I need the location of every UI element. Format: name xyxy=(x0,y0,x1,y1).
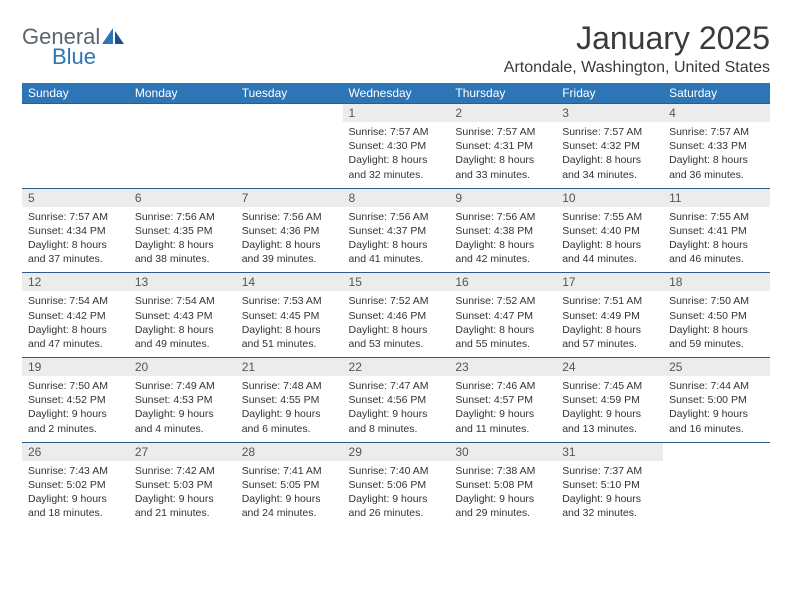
daynum-row: 567891011 xyxy=(22,188,770,207)
day-number-cell: 13 xyxy=(129,273,236,292)
day-number-cell: 17 xyxy=(556,273,663,292)
day-number-cell: 1 xyxy=(343,104,450,123)
day-content-cell: Sunrise: 7:42 AMSunset: 5:03 PMDaylight:… xyxy=(129,461,236,527)
day-number-cell: 3 xyxy=(556,104,663,123)
day-number-cell: 14 xyxy=(236,273,343,292)
day-content-cell: Sunrise: 7:47 AMSunset: 4:56 PMDaylight:… xyxy=(343,376,450,442)
day-number-cell: 22 xyxy=(343,358,450,377)
day-number-cell xyxy=(236,104,343,123)
day-content-cell: Sunrise: 7:52 AMSunset: 4:46 PMDaylight:… xyxy=(343,291,450,357)
day-number-cell: 2 xyxy=(449,104,556,123)
sail-icon xyxy=(102,28,126,46)
day-content-cell: Sunrise: 7:44 AMSunset: 5:00 PMDaylight:… xyxy=(663,376,770,442)
day-number-cell: 16 xyxy=(449,273,556,292)
day-content-cell: Sunrise: 7:57 AMSunset: 4:30 PMDaylight:… xyxy=(343,122,450,188)
day-content-cell: Sunrise: 7:54 AMSunset: 4:43 PMDaylight:… xyxy=(129,291,236,357)
header: General Blue January 2025 Artondale, Was… xyxy=(22,20,770,77)
day-number-cell: 21 xyxy=(236,358,343,377)
month-title: January 2025 xyxy=(504,20,770,57)
day-number-cell: 20 xyxy=(129,358,236,377)
day-number-cell: 6 xyxy=(129,188,236,207)
day-header: Tuesday xyxy=(236,83,343,104)
day-number-cell: 4 xyxy=(663,104,770,123)
day-number-cell xyxy=(129,104,236,123)
day-content-cell xyxy=(129,122,236,188)
calendar-table: SundayMondayTuesdayWednesdayThursdayFrid… xyxy=(22,83,770,527)
day-content-cell: Sunrise: 7:52 AMSunset: 4:47 PMDaylight:… xyxy=(449,291,556,357)
day-number-cell: 10 xyxy=(556,188,663,207)
day-number-cell: 26 xyxy=(22,442,129,461)
day-number-cell: 7 xyxy=(236,188,343,207)
day-number-cell: 18 xyxy=(663,273,770,292)
day-content-cell: Sunrise: 7:56 AMSunset: 4:37 PMDaylight:… xyxy=(343,207,450,273)
day-header: Wednesday xyxy=(343,83,450,104)
content-row: Sunrise: 7:57 AMSunset: 4:30 PMDaylight:… xyxy=(22,122,770,188)
day-number-cell: 12 xyxy=(22,273,129,292)
day-content-cell: Sunrise: 7:48 AMSunset: 4:55 PMDaylight:… xyxy=(236,376,343,442)
day-content-cell: Sunrise: 7:50 AMSunset: 4:50 PMDaylight:… xyxy=(663,291,770,357)
day-header-row: SundayMondayTuesdayWednesdayThursdayFrid… xyxy=(22,83,770,104)
day-content-cell xyxy=(236,122,343,188)
day-content-cell: Sunrise: 7:46 AMSunset: 4:57 PMDaylight:… xyxy=(449,376,556,442)
day-number-cell: 25 xyxy=(663,358,770,377)
day-content-cell: Sunrise: 7:53 AMSunset: 4:45 PMDaylight:… xyxy=(236,291,343,357)
day-number-cell: 15 xyxy=(343,273,450,292)
day-header: Monday xyxy=(129,83,236,104)
day-content-cell: Sunrise: 7:38 AMSunset: 5:08 PMDaylight:… xyxy=(449,461,556,527)
day-content-cell: Sunrise: 7:37 AMSunset: 5:10 PMDaylight:… xyxy=(556,461,663,527)
day-number-cell: 8 xyxy=(343,188,450,207)
day-number-cell: 23 xyxy=(449,358,556,377)
day-number-cell xyxy=(663,442,770,461)
logo: General Blue xyxy=(22,26,126,68)
title-block: January 2025 Artondale, Washington, Unit… xyxy=(504,20,770,77)
day-number-cell: 19 xyxy=(22,358,129,377)
day-number-cell: 9 xyxy=(449,188,556,207)
day-header: Thursday xyxy=(449,83,556,104)
day-number-cell xyxy=(22,104,129,123)
day-content-cell: Sunrise: 7:50 AMSunset: 4:52 PMDaylight:… xyxy=(22,376,129,442)
day-content-cell xyxy=(22,122,129,188)
day-header: Saturday xyxy=(663,83,770,104)
day-content-cell: Sunrise: 7:57 AMSunset: 4:31 PMDaylight:… xyxy=(449,122,556,188)
day-content-cell: Sunrise: 7:45 AMSunset: 4:59 PMDaylight:… xyxy=(556,376,663,442)
day-content-cell: Sunrise: 7:57 AMSunset: 4:34 PMDaylight:… xyxy=(22,207,129,273)
location: Artondale, Washington, United States xyxy=(504,59,770,77)
day-number-cell: 27 xyxy=(129,442,236,461)
content-row: Sunrise: 7:43 AMSunset: 5:02 PMDaylight:… xyxy=(22,461,770,527)
day-content-cell: Sunrise: 7:40 AMSunset: 5:06 PMDaylight:… xyxy=(343,461,450,527)
day-content-cell: Sunrise: 7:41 AMSunset: 5:05 PMDaylight:… xyxy=(236,461,343,527)
logo-bottom: Blue xyxy=(52,46,100,68)
day-content-cell: Sunrise: 7:51 AMSunset: 4:49 PMDaylight:… xyxy=(556,291,663,357)
day-number-cell: 24 xyxy=(556,358,663,377)
day-content-cell: Sunrise: 7:49 AMSunset: 4:53 PMDaylight:… xyxy=(129,376,236,442)
day-content-cell xyxy=(663,461,770,527)
daynum-row: 1234 xyxy=(22,104,770,123)
day-header: Sunday xyxy=(22,83,129,104)
day-content-cell: Sunrise: 7:56 AMSunset: 4:36 PMDaylight:… xyxy=(236,207,343,273)
day-number-cell: 11 xyxy=(663,188,770,207)
day-content-cell: Sunrise: 7:57 AMSunset: 4:32 PMDaylight:… xyxy=(556,122,663,188)
day-number-cell: 5 xyxy=(22,188,129,207)
content-row: Sunrise: 7:57 AMSunset: 4:34 PMDaylight:… xyxy=(22,207,770,273)
calendar-head: SundayMondayTuesdayWednesdayThursdayFrid… xyxy=(22,83,770,104)
day-content-cell: Sunrise: 7:57 AMSunset: 4:33 PMDaylight:… xyxy=(663,122,770,188)
content-row: Sunrise: 7:54 AMSunset: 4:42 PMDaylight:… xyxy=(22,291,770,357)
day-content-cell: Sunrise: 7:55 AMSunset: 4:41 PMDaylight:… xyxy=(663,207,770,273)
day-number-cell: 28 xyxy=(236,442,343,461)
daynum-row: 19202122232425 xyxy=(22,358,770,377)
day-content-cell: Sunrise: 7:56 AMSunset: 4:38 PMDaylight:… xyxy=(449,207,556,273)
day-number-cell: 30 xyxy=(449,442,556,461)
content-row: Sunrise: 7:50 AMSunset: 4:52 PMDaylight:… xyxy=(22,376,770,442)
day-number-cell: 31 xyxy=(556,442,663,461)
calendar-body: 1234Sunrise: 7:57 AMSunset: 4:30 PMDayli… xyxy=(22,104,770,527)
day-content-cell: Sunrise: 7:54 AMSunset: 4:42 PMDaylight:… xyxy=(22,291,129,357)
day-content-cell: Sunrise: 7:55 AMSunset: 4:40 PMDaylight:… xyxy=(556,207,663,273)
daynum-row: 262728293031 xyxy=(22,442,770,461)
daynum-row: 12131415161718 xyxy=(22,273,770,292)
logo-text: General Blue xyxy=(22,26,100,68)
day-content-cell: Sunrise: 7:56 AMSunset: 4:35 PMDaylight:… xyxy=(129,207,236,273)
day-header: Friday xyxy=(556,83,663,104)
day-content-cell: Sunrise: 7:43 AMSunset: 5:02 PMDaylight:… xyxy=(22,461,129,527)
day-number-cell: 29 xyxy=(343,442,450,461)
